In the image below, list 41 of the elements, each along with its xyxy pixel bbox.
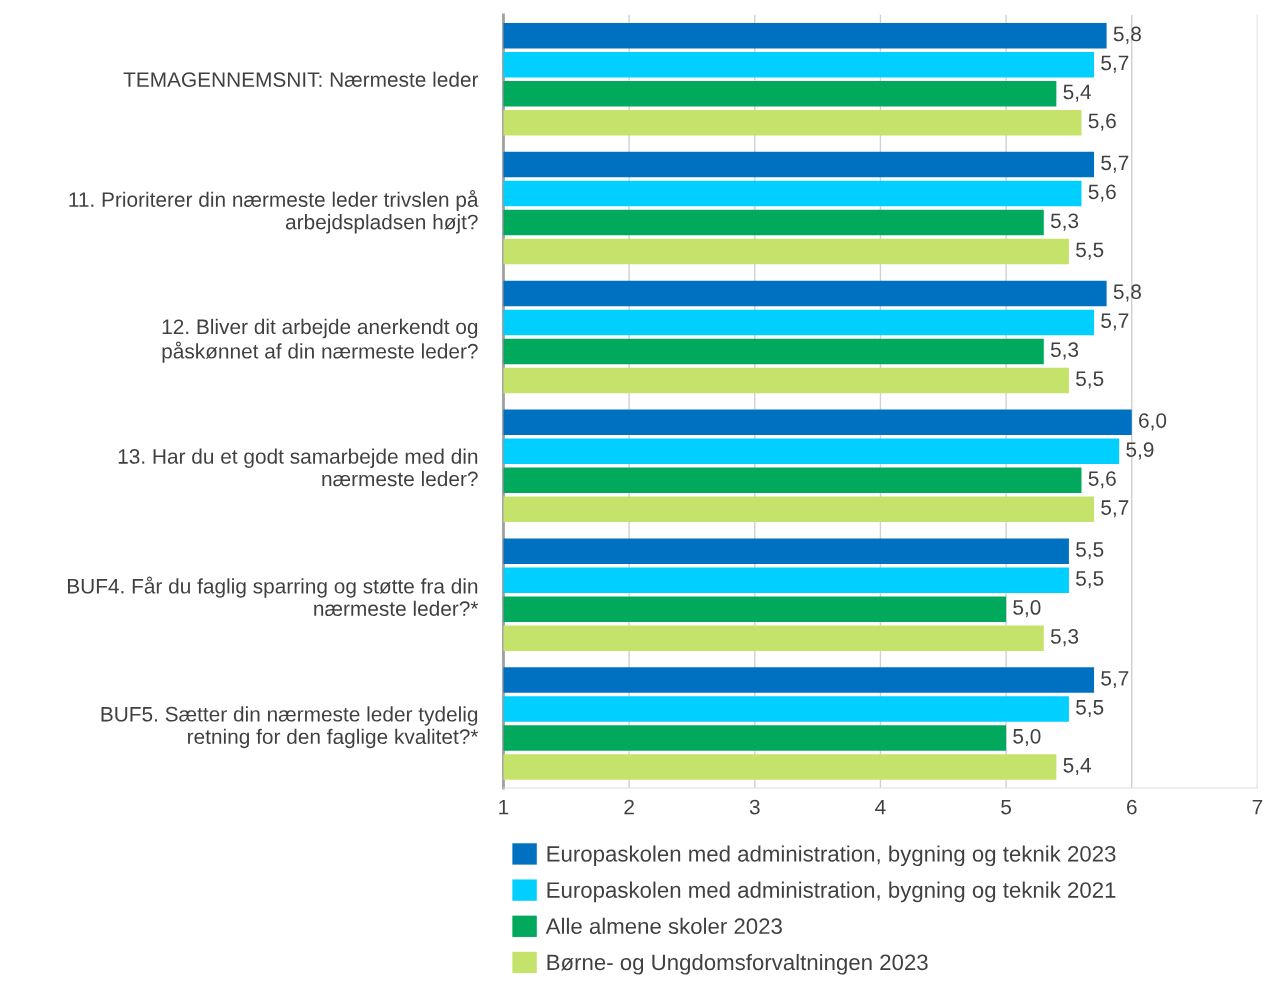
x-tick-label: 6 [1127, 799, 1137, 815]
data-label: 5,7 [1101, 155, 1129, 173]
legend-label: Alle almene skoler 2023 [545, 917, 782, 935]
x-tick-label: 3 [749, 799, 760, 815]
data-label: 5,5 [1076, 542, 1104, 560]
data-label: 5,7 [1101, 671, 1129, 689]
data-label: 5,3 [1050, 342, 1079, 360]
data-label: 5,7 [1101, 500, 1129, 518]
legend-label: Europaskolen med administration, bygning og teknik 2021 [547, 881, 1116, 903]
data-label: 5,7 [1101, 313, 1129, 331]
y-tick-label: TEMAGENNEMSNIT: Nærmeste leder [123, 71, 479, 87]
legend-label: Europaskolen med administration, bygning og teknik 2023 [547, 845, 1116, 867]
x-tick-label: 4 [875, 799, 886, 815]
data-label: 5,9 [1126, 442, 1154, 460]
data-label: 6,0 [1139, 413, 1167, 431]
x-tick-label: 1 [499, 799, 509, 815]
x-tick-label: 7 [1252, 799, 1263, 815]
data-label: 5,4 [1063, 758, 1091, 776]
y-tick-label: 11. Prioriterer din nærmeste leder trivslen på arbejdspladsen højt? [69, 189, 479, 234]
data-label: 5,5 [1076, 242, 1104, 260]
data-label: 5,5 [1076, 700, 1104, 718]
data-label: 5,7 [1101, 55, 1129, 73]
data-label: 5,6 [1088, 113, 1116, 131]
legend-label: Børne- og Ungdomsforvaltningen 2023 [547, 953, 928, 975]
data-label: 5,6 [1088, 184, 1116, 202]
x-tick-label: 5 [1001, 799, 1012, 815]
data-label: 5,0 [1013, 600, 1041, 618]
y-tick-label: 13. Har du et godt samarbejde med din nærmeste leder? [118, 448, 478, 487]
x-tick-label: 2 [624, 799, 634, 815]
y-tick-label: BUF5. Sætter din nærmeste leder tydelig retning for den faglige kvalitet?* [101, 706, 479, 749]
y-tick-label: 12. Bliver dit arbejde anerkendt og påskønnet af din nærmeste leder? [162, 318, 478, 363]
data-label: 5,0 [1013, 728, 1041, 747]
data-label: 5,3 [1050, 629, 1079, 647]
data-label: 5,8 [1113, 284, 1141, 302]
data-label: 5,3 [1050, 213, 1079, 231]
data-label: 5,4 [1063, 84, 1091, 102]
data-label: 5,5 [1076, 571, 1104, 589]
data-label: 5,5 [1076, 371, 1104, 389]
data-label: 5,8 [1113, 26, 1141, 44]
data-label: 5,6 [1088, 471, 1116, 489]
y-tick-label: BUF4. Får du faglig sparring og støtte fra din nærmeste leder?* [67, 576, 479, 617]
